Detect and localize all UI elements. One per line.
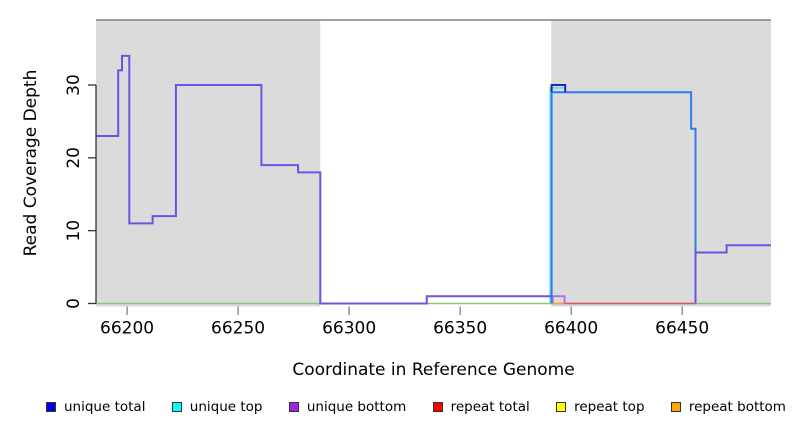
- x-tick-label: 66450: [655, 319, 709, 339]
- series-unique-top-cyan: [549, 87, 566, 304]
- legend-swatch-icon: [670, 402, 681, 412]
- y-tick-label: 30: [64, 74, 84, 96]
- legend-label: unique bottom: [306, 399, 407, 415]
- series-unique-total-peak-dark-blue: [550, 84, 567, 93]
- y-tick-label: 10: [64, 220, 84, 242]
- series-unique-bottom-light-purple: [551, 295, 566, 304]
- y-axis-title: Read Coverage Depth: [21, 69, 41, 257]
- legend-item-repeat-total: repeat total: [432, 399, 530, 415]
- legend-swatch-icon: [46, 402, 56, 412]
- chart-legend: unique total unique top unique bottom repea…: [46, 396, 786, 418]
- x-tick-label: 66400: [544, 319, 598, 339]
- y-tick-label: 20: [64, 147, 84, 169]
- legend-label: unique top: [189, 399, 263, 415]
- legend-item-unique-top: unique top: [171, 399, 263, 415]
- series-unique-coverage-right-purple: [694, 244, 771, 304]
- legend-swatch-icon: [171, 402, 182, 412]
- x-tick-label: 66250: [211, 319, 265, 339]
- legend-item-unique-bottom: unique bottom: [288, 399, 407, 415]
- y-tick-label: 0: [64, 298, 84, 309]
- x-tick-label: 66300: [322, 319, 376, 339]
- legend-label: repeat total: [450, 399, 530, 415]
- legend-swatch-icon: [556, 402, 567, 412]
- legend-item-unique-total: unique total: [46, 399, 145, 415]
- legend-label: repeat bottom: [688, 399, 786, 415]
- masked-region-right: [551, 20, 771, 307]
- x-axis-title: Coordinate in Reference Genome: [292, 360, 575, 380]
- legend-label: unique total: [64, 399, 146, 415]
- legend-item-repeat-top: repeat top: [556, 399, 645, 415]
- series-unique-total-right-blue: [550, 91, 697, 304]
- series-unique-coverage-main-purple: [96, 54, 552, 305]
- legend-swatch-icon: [288, 402, 299, 412]
- x-tick-label: 66350: [433, 319, 487, 339]
- legend-swatch-icon: [432, 402, 443, 412]
- legend-label: repeat top: [574, 399, 645, 415]
- masked-region-left: [96, 20, 321, 307]
- x-tick-label: 66200: [100, 319, 154, 339]
- legend-item-repeat-bottom: repeat bottom: [670, 399, 786, 415]
